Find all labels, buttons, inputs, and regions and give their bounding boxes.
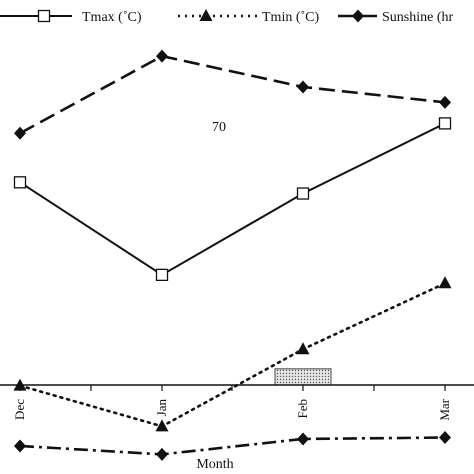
data-point [155, 268, 169, 282]
series-lines [13, 49, 452, 461]
data-point [439, 95, 451, 109]
legend-marker [37, 9, 51, 23]
series-line [19, 436, 446, 456]
data-point [14, 126, 26, 140]
data-point [13, 176, 27, 189]
data-point [438, 117, 452, 130]
data-point [14, 439, 26, 453]
data-point [297, 80, 309, 94]
data-point [438, 276, 452, 289]
legend-marker [352, 9, 364, 23]
legend: Tmax (˚C) Tmin (˚C) Sunshine (hr [0, 9, 454, 25]
annotation-label: 70 [212, 120, 226, 135]
data-point [156, 447, 168, 461]
legend-label: Tmin (˚C) [262, 10, 319, 25]
x-axis-title: Month [196, 457, 233, 472]
bars [274, 368, 332, 386]
series-line [19, 54, 446, 135]
x-tick-label: Feb [295, 399, 310, 419]
bar [274, 368, 332, 386]
legend-label: Tmax (˚C) [82, 10, 142, 25]
x-tick-label: Dec [12, 399, 27, 420]
data-point [297, 432, 309, 446]
x-tick-label: Jan [154, 399, 169, 417]
data-point [296, 187, 310, 200]
data-point [296, 342, 310, 355]
legend-label: Sunshine (hr [382, 10, 454, 25]
data-point [156, 49, 168, 63]
series-line [19, 122, 446, 277]
data-point [439, 431, 451, 445]
series-line [18, 281, 447, 428]
x-tick-label: Mar [437, 398, 452, 420]
data-point [155, 419, 169, 432]
legend-marker [199, 9, 213, 21]
x-axis: Dec Jan Feb Mar [0, 384, 474, 421]
